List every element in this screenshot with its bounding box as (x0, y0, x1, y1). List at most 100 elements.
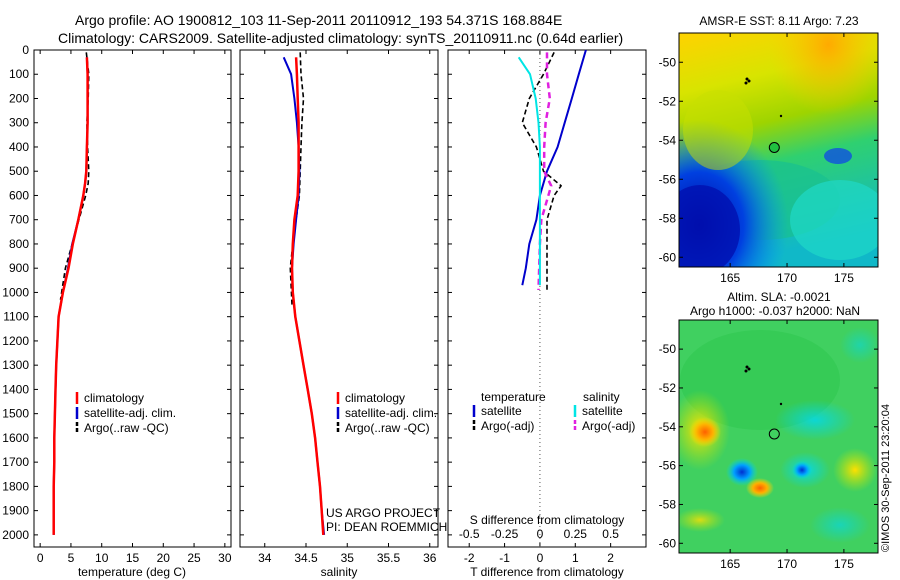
sst-map-title: AMSR-E SST: 8.11 Argo: 7.23 (699, 14, 859, 28)
lon-tick-label: 165 (720, 557, 740, 571)
salinity-xlabel: salinity (321, 565, 358, 579)
sla-field (679, 320, 878, 553)
depth-tick-label: 1100 (3, 310, 29, 324)
salinity-legend: climatology satellite-adj. clim. Argo(..… (336, 391, 437, 435)
depth-tick-label: 1900 (2, 504, 29, 518)
series-line-climatology (52, 57, 89, 535)
lat-tick-label: -56 (659, 172, 677, 186)
x-tick-label: 0 (37, 551, 44, 565)
lon-tick-label: 175 (834, 271, 854, 285)
difference-top-xlabel: S difference from climatology (470, 513, 625, 527)
salinity-panel: 34 34.5 35 35.5 36 salinity climatology sate… (239, 49, 447, 579)
depth-tick-label: 800 (9, 237, 29, 251)
project-note-line2: PI: DEAN ROEMMICH (326, 520, 447, 534)
lat-tick-label: -50 (659, 342, 677, 356)
x-tick-label: 35.5 (377, 551, 401, 565)
sla-argo-position-marker (768, 428, 780, 440)
depth-tick-label: 2000 (2, 528, 29, 542)
s-diff-tick-label: 0.5 (602, 527, 619, 541)
sla-map-title-line1: Altim. SLA: -0.0021 (727, 290, 831, 304)
lon-tick-label: 165 (720, 271, 740, 285)
depth-tick-label: 1600 (2, 431, 29, 445)
temperature-axes-box (33, 49, 232, 548)
sst-map-panel: AMSR-E SST: 8.11 Argo: 7.23 165 170 175 -50… (659, 14, 879, 285)
difference-xlabel: T difference from climatology (470, 565, 624, 579)
lat-tick-label: -54 (659, 420, 677, 434)
x-tick-label: 1 (572, 551, 579, 565)
depth-tick-label: 900 (9, 261, 29, 275)
difference-lines (517, 49, 587, 547)
series-line-salinity-satellite (517, 56, 541, 286)
x-tick-label: -1 (499, 551, 510, 565)
temperature-legend: climatology satellite-adj. clim. Argo(..… (75, 391, 176, 435)
sla-float-track (744, 365, 783, 406)
difference-legend-s-argo: Argo(-adj) (582, 419, 635, 433)
salinity-depth-ticks (240, 49, 438, 536)
sst-float-track (744, 77, 783, 118)
lat-tick-label: -50 (659, 55, 677, 69)
temperature-legend-argo: Argo(..raw -QC) (84, 421, 169, 435)
difference-legend-t-argo: Argo(-adj) (481, 419, 534, 433)
lat-tick-label: -58 (659, 497, 677, 511)
lat-tick-label: -58 (659, 211, 677, 225)
lon-tick-label: 170 (777, 557, 797, 571)
sla-map-panel: Altim. SLA: -0.0021 Argo h1000: -0.037 h… (659, 290, 879, 571)
sla-map-title-line2: Argo h1000: -0.037 h2000: NaN (690, 304, 860, 318)
lat-tick-label: -60 (659, 250, 677, 264)
salinity-axes-box (239, 49, 439, 548)
x-tick-label: 2 (607, 551, 614, 565)
depth-tick-label: 500 (9, 164, 29, 178)
lat-tick-label: -60 (659, 536, 677, 550)
temperature-x-ticks: 0 5 10 15 20 25 30 (37, 50, 232, 565)
difference-legend-temperature-title: temperature (481, 390, 546, 404)
depth-tick-label: 200 (9, 91, 29, 105)
sst-map-frame (678, 32, 879, 268)
x-tick-label: 35 (341, 551, 355, 565)
x-tick-label: 30 (218, 551, 232, 565)
depth-tick-label: 0 (22, 43, 29, 57)
difference-legend-t-satellite: satellite (481, 404, 522, 418)
s-diff-tick-label: -0.5 (459, 527, 480, 541)
depth-tick-label: 300 (9, 116, 29, 130)
s-diff-tick-label: -0.25 (491, 527, 519, 541)
salinity-legend-argo: Argo(..raw -QC) (345, 421, 430, 435)
x-tick-label: 34 (258, 551, 272, 565)
difference-axes-box (447, 49, 647, 548)
difference-legend-salinity-title: salinity (583, 390, 620, 404)
header-line1: Argo profile: AO 1900812_103 11-Sep-2011… (75, 12, 562, 28)
lat-tick-label: -54 (659, 133, 677, 147)
difference-top-ticks: -0.5-0.2500.250.5 (459, 527, 619, 541)
difference-legend-s-satellite: satellite (582, 404, 623, 418)
credit-text: ©IMOS 30-Sep-2011 23:20:04 (880, 404, 892, 552)
depth-ticks: 0 100 200 300 400 500 600 700 800 900 1000 1100 1200… (2, 43, 231, 542)
lat-tick-label: -56 (659, 459, 677, 473)
series-line-temperature-satellite (521, 49, 587, 286)
salinity-legend-climatology: climatology (345, 391, 405, 405)
depth-tick-label: 600 (9, 188, 29, 202)
x-tick-label: 34.5 (294, 551, 318, 565)
x-tick-label: 10 (95, 551, 109, 565)
depth-tick-label: 100 (9, 67, 29, 81)
depth-tick-label: 1200 (2, 334, 29, 348)
sst-argo-position-marker (768, 142, 780, 153)
difference-panel: -2 -1 0 1 2 -0.5 -0.25 0 0.25 0.5 T difference f… (447, 49, 647, 579)
project-note-line1: US ARGO PROJECT (326, 506, 441, 520)
sla-map-frame (678, 319, 879, 554)
x-tick-label: 36 (423, 551, 437, 565)
sst-field (679, 33, 878, 267)
lon-tick-label: 175 (834, 557, 854, 571)
depth-tick-label: 1400 (2, 382, 29, 396)
s-diff-tick-label: 0.25 (564, 527, 588, 541)
depth-tick-label: 700 (9, 213, 29, 227)
depth-tick-label: 1000 (2, 285, 29, 299)
x-tick-label: 15 (126, 551, 140, 565)
x-tick-label: -2 (464, 551, 475, 565)
depth-tick-label: 1500 (2, 407, 29, 421)
sla-map-ticks: 165 170 175 -50 -52 -54 -56 -58 -60 (659, 320, 878, 571)
salinity-x-ticks: 34 34.5 35 35.5 36 (258, 50, 437, 565)
difference-legend: temperature salinity satellite Argo(-adj… (472, 390, 635, 433)
sst-map-ticks: 165 170 175 -50 -52 -54 -56 -58 -60 (659, 33, 878, 285)
difference-depth-ticks (448, 49, 646, 536)
depth-tick-label: 1800 (2, 479, 29, 493)
x-tick-label: 0 (537, 551, 544, 565)
